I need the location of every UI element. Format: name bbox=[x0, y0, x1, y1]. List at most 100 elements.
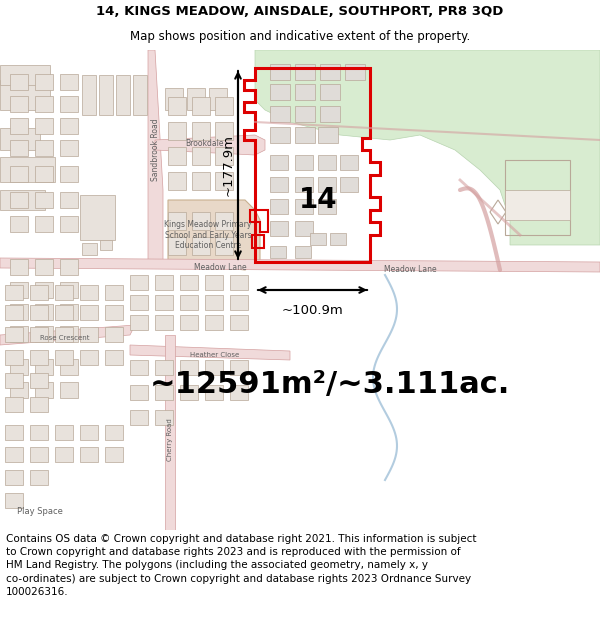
Bar bbox=[215, 172, 233, 190]
Bar bbox=[80, 350, 98, 365]
Polygon shape bbox=[0, 325, 135, 345]
Bar bbox=[35, 282, 53, 298]
Bar bbox=[80, 305, 98, 320]
Bar bbox=[80, 327, 98, 342]
Bar bbox=[55, 350, 73, 365]
Bar bbox=[60, 192, 78, 208]
Bar bbox=[168, 122, 186, 140]
Bar bbox=[100, 240, 112, 250]
Bar bbox=[180, 275, 198, 290]
Bar bbox=[130, 295, 148, 310]
Bar bbox=[215, 97, 233, 115]
Text: Play Space: Play Space bbox=[17, 508, 63, 516]
Bar bbox=[35, 140, 53, 156]
Bar bbox=[105, 327, 123, 342]
Bar bbox=[80, 195, 115, 240]
Bar bbox=[205, 315, 223, 330]
Bar bbox=[30, 305, 48, 320]
Bar bbox=[209, 88, 227, 110]
Text: Sandbrook Road: Sandbrook Road bbox=[151, 119, 161, 181]
Bar bbox=[295, 246, 311, 258]
Bar bbox=[60, 166, 78, 182]
Bar bbox=[82, 75, 96, 115]
Text: ~100.9m: ~100.9m bbox=[281, 304, 343, 316]
Bar bbox=[30, 327, 48, 342]
Bar bbox=[130, 275, 148, 290]
Bar bbox=[180, 295, 198, 310]
Bar bbox=[60, 74, 78, 90]
Bar bbox=[270, 127, 290, 143]
Bar bbox=[165, 88, 183, 110]
Text: 14, KINGS MEADOW, AINSDALE, SOUTHPORT, PR8 3QD: 14, KINGS MEADOW, AINSDALE, SOUTHPORT, P… bbox=[97, 4, 503, 18]
Bar bbox=[230, 315, 248, 330]
Bar bbox=[168, 212, 186, 230]
Bar bbox=[5, 470, 23, 485]
Bar bbox=[155, 295, 173, 310]
Bar bbox=[180, 315, 198, 330]
Bar bbox=[340, 155, 358, 170]
Bar bbox=[60, 359, 78, 375]
Bar bbox=[10, 216, 28, 232]
Bar bbox=[205, 360, 223, 375]
Bar bbox=[60, 259, 78, 275]
Bar bbox=[10, 282, 28, 298]
Text: Rose Crescent: Rose Crescent bbox=[40, 335, 90, 341]
Bar bbox=[155, 410, 173, 425]
Bar bbox=[105, 447, 123, 462]
Text: Meadow Lane: Meadow Lane bbox=[383, 264, 436, 274]
Bar bbox=[30, 373, 48, 388]
Bar bbox=[30, 397, 48, 412]
Bar bbox=[215, 122, 233, 140]
Bar bbox=[10, 326, 28, 342]
Bar bbox=[270, 221, 288, 236]
Bar bbox=[320, 106, 340, 122]
Text: Meadow Lane: Meadow Lane bbox=[194, 262, 247, 271]
Polygon shape bbox=[155, 135, 265, 155]
Bar bbox=[10, 96, 28, 112]
Bar bbox=[187, 88, 205, 110]
Bar bbox=[105, 350, 123, 365]
Bar bbox=[55, 305, 73, 320]
Bar bbox=[60, 382, 78, 398]
Bar bbox=[270, 246, 286, 258]
Bar bbox=[60, 96, 78, 112]
Bar bbox=[205, 275, 223, 290]
Bar bbox=[55, 285, 73, 300]
Bar bbox=[35, 359, 53, 375]
Bar bbox=[155, 360, 173, 375]
Bar bbox=[270, 84, 290, 100]
Bar bbox=[105, 425, 123, 440]
Bar bbox=[30, 285, 48, 300]
Text: 14: 14 bbox=[299, 186, 337, 214]
Bar bbox=[505, 160, 570, 235]
Bar bbox=[105, 285, 123, 300]
Bar bbox=[35, 304, 53, 320]
Bar bbox=[35, 74, 53, 90]
Bar bbox=[35, 216, 53, 232]
Bar bbox=[35, 326, 53, 342]
Bar bbox=[35, 259, 53, 275]
Bar bbox=[0, 190, 45, 210]
Bar bbox=[82, 243, 97, 255]
Bar bbox=[318, 199, 336, 214]
Bar bbox=[320, 64, 340, 80]
Bar bbox=[130, 410, 148, 425]
Bar bbox=[35, 166, 53, 182]
Bar bbox=[30, 470, 48, 485]
Bar bbox=[5, 397, 23, 412]
Bar bbox=[320, 84, 340, 100]
Bar bbox=[180, 360, 198, 375]
Bar bbox=[30, 425, 48, 440]
Bar bbox=[192, 212, 210, 230]
Bar bbox=[215, 237, 233, 255]
Bar bbox=[330, 233, 346, 245]
Text: ~12591m²/~3.111ac.: ~12591m²/~3.111ac. bbox=[150, 371, 510, 399]
Bar bbox=[55, 327, 73, 342]
Bar bbox=[230, 385, 248, 400]
Bar bbox=[168, 237, 186, 255]
Bar bbox=[5, 327, 23, 342]
Bar bbox=[133, 75, 147, 115]
Polygon shape bbox=[0, 258, 600, 272]
Bar bbox=[0, 65, 50, 85]
Polygon shape bbox=[148, 50, 163, 265]
